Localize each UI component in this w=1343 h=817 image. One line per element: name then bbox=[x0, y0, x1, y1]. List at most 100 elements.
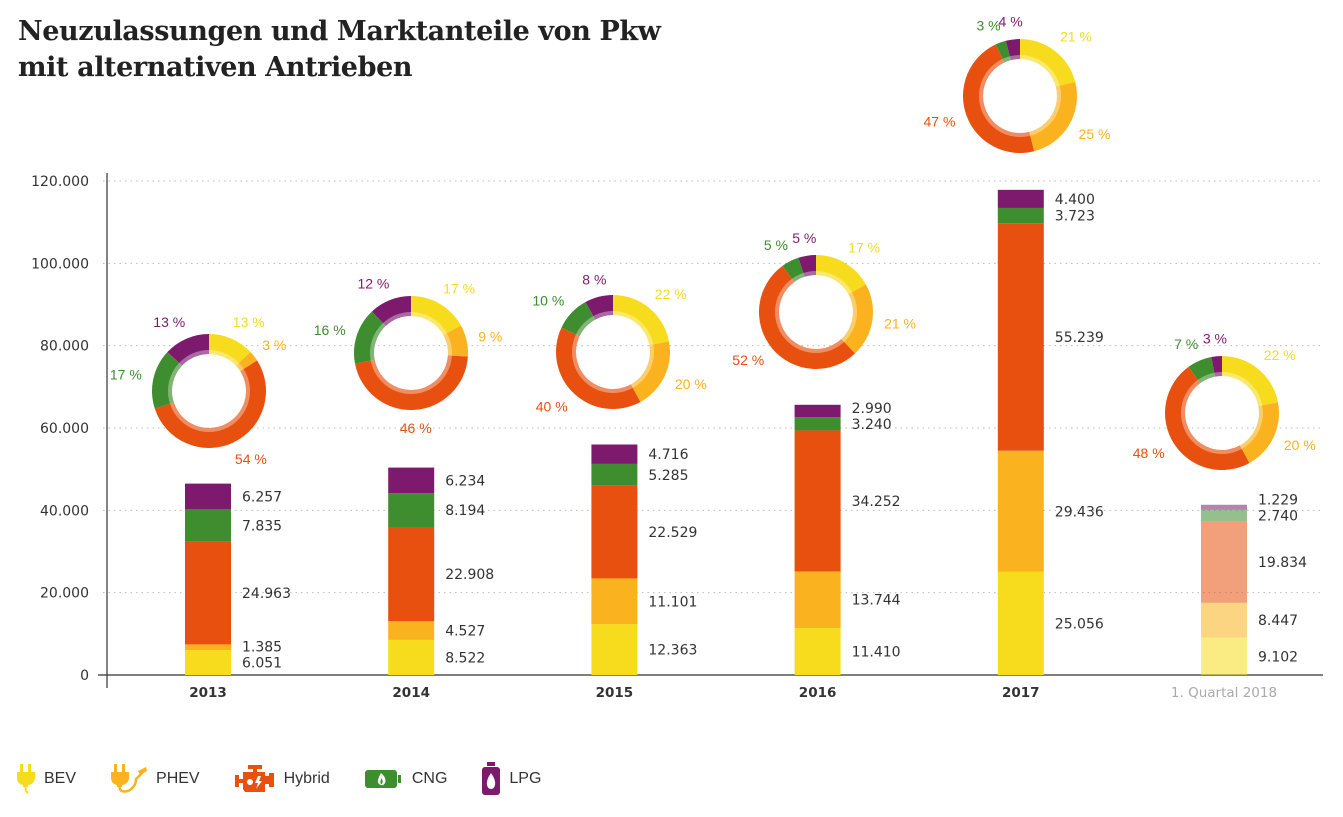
donut-percent-label: 3 % bbox=[1203, 330, 1227, 346]
bar-segment-cng bbox=[388, 493, 435, 527]
donut-percent-label: 5 % bbox=[764, 237, 788, 253]
donut-percent-label: 3 % bbox=[976, 17, 1000, 33]
donut-slice-hybrid bbox=[556, 327, 641, 409]
legend: BEV PHEV Hybrid CNG LPG bbox=[16, 762, 575, 796]
bar-value-label: 1.229 bbox=[1258, 492, 1298, 508]
legend-item-bev[interactable]: BEV bbox=[16, 763, 76, 795]
donut-slice-cng bbox=[151, 351, 183, 409]
legend-label-bev: BEV bbox=[44, 770, 77, 787]
donut-percent-label: 22 % bbox=[1264, 347, 1296, 363]
bar-value-label: 6.234 bbox=[445, 473, 485, 489]
donut-inner-ring bbox=[979, 55, 1061, 137]
donut-percent-label: 3 % bbox=[262, 337, 286, 353]
donut-2016: 17 % 21 % 52 % 5 % 5 % bbox=[732, 230, 916, 369]
bar-value-label: 11.101 bbox=[648, 594, 697, 610]
bar-segment-bev bbox=[997, 571, 1044, 675]
gas-bottle-icon bbox=[482, 762, 501, 795]
plug-icon bbox=[17, 764, 35, 794]
bar-value-label: 34.252 bbox=[852, 494, 901, 510]
donut-percent-label: 4 % bbox=[999, 14, 1023, 30]
legend-label-cng: CNG bbox=[411, 770, 448, 787]
bar-segment-bev bbox=[388, 639, 435, 675]
donut-slice-cng bbox=[561, 302, 596, 337]
bar-segment-cng bbox=[997, 207, 1044, 224]
donut-percent-label: 25 % bbox=[1079, 126, 1111, 142]
legend-item-phev[interactable]: PHEV bbox=[110, 763, 200, 795]
donut-slice-phev bbox=[1029, 81, 1077, 152]
donut-slice-phev bbox=[235, 351, 258, 372]
bar-stack-2014: 8.522 4.527 22.908 8.194 6.234 bbox=[388, 467, 494, 675]
bar-segment-lpg bbox=[591, 444, 638, 464]
bar-value-label: 55.239 bbox=[1055, 330, 1104, 346]
donut-percent-label: 17 % bbox=[443, 280, 475, 296]
donut-slice-lpg bbox=[1211, 356, 1222, 377]
donut-slice-lpg bbox=[371, 296, 411, 327]
bar-value-label: 8.194 bbox=[445, 503, 485, 519]
bar-value-label: 2.990 bbox=[852, 401, 892, 417]
legend-label-lpg: LPG bbox=[509, 770, 542, 787]
chart-title-line-1: Neuzulassungen und Marktanteile von Pkw bbox=[18, 16, 661, 47]
donut-slice-lpg bbox=[167, 334, 209, 366]
bar-segment-lpg bbox=[185, 483, 231, 510]
bar-value-label: 22.529 bbox=[648, 525, 697, 541]
donut-percent-label: 7 % bbox=[1174, 336, 1198, 352]
bar-segment-phev bbox=[1201, 602, 1247, 638]
donut-inner-ring bbox=[775, 271, 857, 353]
donut-slice-lpg bbox=[1005, 39, 1020, 61]
legend-item-cng[interactable]: CNG bbox=[364, 763, 448, 795]
donut-slice-bev bbox=[411, 296, 461, 336]
donut-percent-label: 20 % bbox=[675, 376, 707, 392]
y-tick-label: 100.000 bbox=[31, 256, 89, 272]
x-category-label: 2014 bbox=[392, 685, 430, 701]
bar-value-label: 22.908 bbox=[445, 567, 494, 583]
engine-icon bbox=[234, 765, 274, 792]
bar-segment-cng bbox=[591, 463, 638, 486]
bar-segment-phev bbox=[591, 578, 638, 625]
bar-segment-bev bbox=[1201, 637, 1247, 675]
x-category-label: 2017 bbox=[1002, 685, 1040, 701]
donut-percent-label: 13 % bbox=[153, 314, 185, 330]
bar-value-label: 24.963 bbox=[242, 586, 291, 602]
bar-value-label: 9.102 bbox=[1258, 649, 1298, 665]
x-category-label: 2015 bbox=[596, 685, 634, 701]
chart-title: Neuzulassungen und Marktanteile von Pkw … bbox=[18, 14, 661, 86]
donut-percent-label: 48 % bbox=[1133, 445, 1165, 461]
donut-inner-ring bbox=[370, 312, 452, 394]
bar-value-label: 19.834 bbox=[1258, 555, 1307, 571]
donut-percent-label: 13 % bbox=[233, 314, 265, 330]
donut-slice-hybrid bbox=[1164, 366, 1250, 471]
donut-inner-ring bbox=[168, 350, 250, 432]
donut-percent-label: 22 % bbox=[655, 286, 687, 302]
legend-item-hybrid[interactable]: Hybrid bbox=[234, 763, 330, 795]
donut-slice-cng bbox=[995, 40, 1011, 63]
donut-percent-label: 21 % bbox=[1060, 29, 1092, 45]
donut-percent-label: 16 % bbox=[314, 322, 346, 338]
bar-segment-hybrid bbox=[185, 541, 231, 645]
bar-segment-phev bbox=[997, 450, 1044, 572]
bar-segment-phev bbox=[794, 571, 841, 629]
bar-segment-hybrid bbox=[794, 430, 841, 572]
donut-slice-bev bbox=[1222, 356, 1278, 407]
bar-segment-cng bbox=[185, 509, 231, 542]
bar-value-label: 12.363 bbox=[648, 643, 697, 659]
bar-value-label: 4.400 bbox=[1055, 192, 1095, 208]
donut-percent-label: 20 % bbox=[1284, 437, 1316, 453]
donut-2017: 21 % 25 % 47 % 3 %4 % bbox=[924, 14, 1111, 154]
legend-item-lpg[interactable]: LPG bbox=[481, 762, 541, 796]
bar-segment-hybrid bbox=[388, 526, 435, 622]
bar-value-label: 6.257 bbox=[242, 489, 282, 505]
bar-value-label: 7.835 bbox=[242, 518, 282, 534]
bar-segment-lpg bbox=[997, 189, 1044, 208]
bar-value-label: 29.436 bbox=[1055, 504, 1104, 520]
donut-percent-label: 5 % bbox=[792, 230, 816, 246]
bar-segment-cng bbox=[1201, 509, 1247, 522]
donut-percent-label: 21 % bbox=[884, 316, 916, 332]
donut-slice-hybrid bbox=[962, 44, 1035, 154]
x-category-label: 1. Quartal 2018 bbox=[1171, 685, 1277, 701]
donut-percent-label: 46 % bbox=[400, 420, 432, 436]
donut-slice-cng bbox=[782, 257, 805, 283]
bar-segment-lpg bbox=[794, 404, 841, 418]
